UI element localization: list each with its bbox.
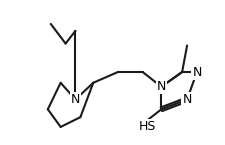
Text: N: N: [156, 80, 165, 93]
Text: HS: HS: [138, 120, 155, 133]
Text: N: N: [182, 93, 191, 106]
Text: N: N: [191, 66, 201, 78]
Text: N: N: [70, 93, 80, 106]
